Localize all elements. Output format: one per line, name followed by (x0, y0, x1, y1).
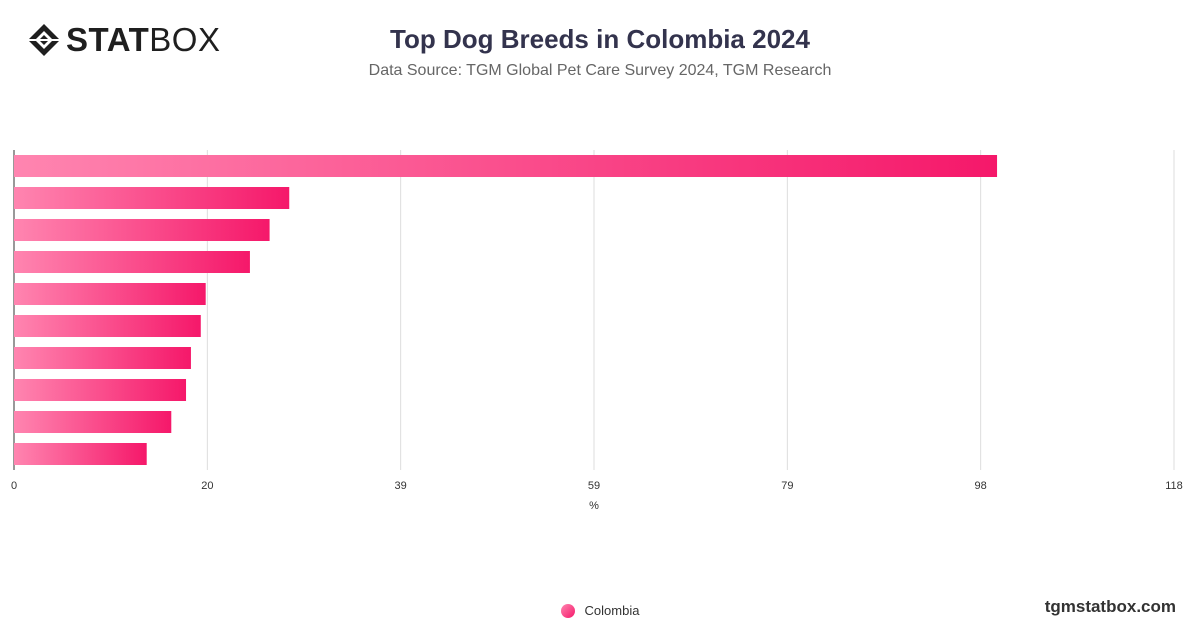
logo-wordmark: STATBOX (66, 22, 220, 58)
legend-swatch-colombia (560, 603, 575, 618)
bar[interactable] (14, 219, 270, 241)
logo-wordmark-light: BOX (149, 21, 221, 58)
chart-legend[interactable]: Colombia (0, 603, 1200, 618)
logo-wordmark-bold: STAT (66, 21, 150, 58)
statbox-logo: STATBOX (26, 22, 220, 58)
chart-title: Top Dog Breeds in Colombia 2024 (390, 24, 810, 54)
bar[interactable] (14, 379, 187, 401)
x-tick-label: 0 (11, 480, 17, 492)
bar[interactable] (14, 347, 191, 369)
bar[interactable] (14, 155, 998, 177)
x-tick-label: 79 (781, 480, 793, 492)
legend-label-colombia: Colombia (584, 603, 640, 618)
footer-brand[interactable]: tgmstatbox.com (1044, 597, 1176, 616)
x-tick-label: 20 (201, 480, 213, 492)
x-axis-label: % (589, 500, 599, 512)
bar[interactable] (14, 411, 172, 433)
chart-subtitle: Data Source: TGM Global Pet Care Survey … (368, 62, 832, 79)
x-tick-label: 39 (395, 480, 407, 492)
statbox-logo-icon (28, 24, 60, 56)
bar[interactable] (14, 283, 206, 305)
bars (14, 155, 998, 465)
bar[interactable] (14, 443, 147, 465)
bar[interactable] (14, 187, 290, 209)
bar[interactable] (14, 251, 250, 273)
bar[interactable] (14, 315, 201, 337)
x-axis-ticks: 0 20 39 59 79 98 118 (11, 480, 1183, 492)
x-tick-label: 59 (588, 480, 600, 492)
x-tick-label: 118 (1165, 480, 1183, 492)
x-tick-label: 98 (975, 480, 987, 492)
